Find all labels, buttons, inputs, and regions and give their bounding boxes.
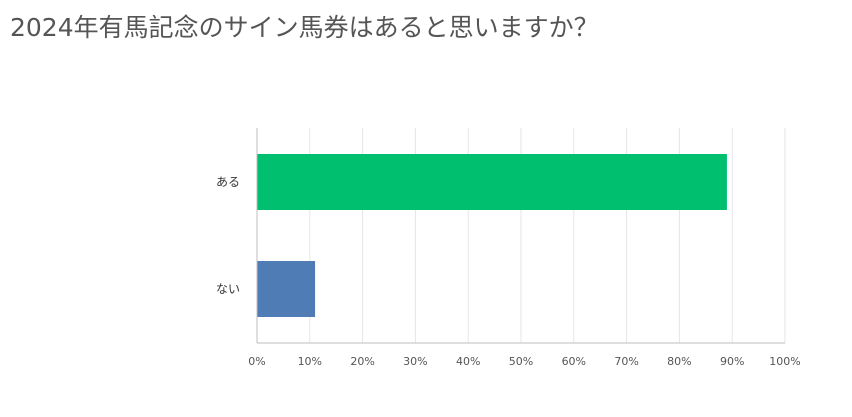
- x-tick-label: 100%: [769, 355, 800, 368]
- x-tick-label: 20%: [350, 355, 374, 368]
- x-tick-label: 0%: [248, 355, 265, 368]
- x-tick-label: 60%: [562, 355, 586, 368]
- x-tick-label: 40%: [456, 355, 480, 368]
- x-tick-label: 30%: [403, 355, 427, 368]
- x-tick-label: 80%: [667, 355, 691, 368]
- x-tick-label: 50%: [509, 355, 533, 368]
- x-tick-label: 10%: [298, 355, 322, 368]
- category-label: ある: [216, 175, 240, 189]
- category-label: ない: [216, 282, 240, 296]
- bar-nai: [257, 261, 316, 317]
- x-tick-label: 90%: [720, 355, 744, 368]
- x-tick-label: 70%: [614, 355, 638, 368]
- page-title: 2024年有馬記念のサイン馬券はあると思いますか？: [10, 13, 599, 42]
- bar-aru: [257, 154, 727, 210]
- chart-bars: [257, 154, 727, 317]
- chart-axes: [256, 128, 785, 344]
